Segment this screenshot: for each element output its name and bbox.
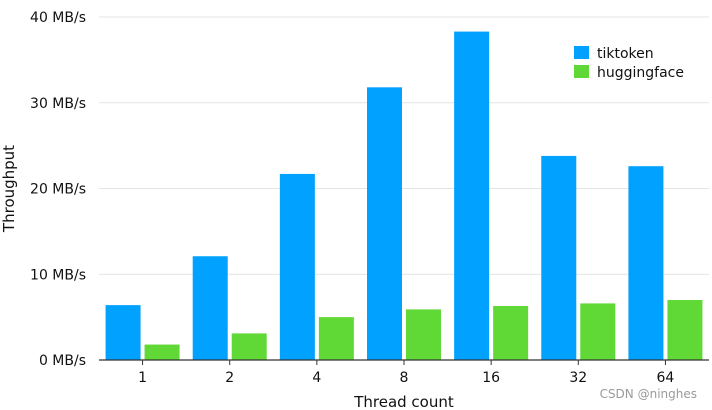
watermark-text: CSDN @ninghes bbox=[600, 387, 697, 401]
legend-swatch-huggingface bbox=[574, 65, 589, 78]
y-tick-labels: 0 MB/s 10 MB/s 20 MB/s 30 MB/s 40 MB/s bbox=[30, 10, 86, 369]
x-tick-labels: 1 2 4 8 16 32 64 bbox=[138, 370, 674, 386]
bar-tiktoken-8 bbox=[367, 87, 402, 360]
x-tick-label: 2 bbox=[225, 370, 234, 386]
y-axis-title: Throughput bbox=[0, 145, 18, 233]
bar-huggingface-4 bbox=[318, 317, 354, 360]
y-tick-label: 20 MB/s bbox=[30, 182, 86, 198]
bar-tiktoken-4 bbox=[279, 173, 315, 360]
x-tick-label: 4 bbox=[312, 370, 321, 386]
y-tick-label: 10 MB/s bbox=[30, 267, 86, 283]
y-tick-label: 0 MB/s bbox=[39, 353, 86, 369]
legend-label-tiktoken: tiktoken bbox=[597, 46, 654, 62]
y-tick-label: 40 MB/s bbox=[30, 10, 86, 26]
bar-tiktoken-2 bbox=[192, 256, 228, 360]
bar-huggingface-1 bbox=[144, 344, 180, 360]
bars bbox=[105, 31, 703, 360]
bar-huggingface-64 bbox=[667, 299, 703, 360]
x-tick-label: 32 bbox=[569, 370, 587, 386]
gridlines bbox=[99, 16, 709, 275]
bar-tiktoken-16 bbox=[454, 31, 490, 360]
x-axis-title: Thread count bbox=[353, 393, 454, 410]
bar-huggingface-8 bbox=[406, 309, 441, 360]
x-tick-label: 64 bbox=[657, 370, 675, 386]
bar-tiktoken-64 bbox=[628, 166, 664, 360]
legend: tiktoken huggingface bbox=[574, 46, 684, 81]
bar-tiktoken-32 bbox=[541, 155, 577, 360]
y-tick-label: 30 MB/s bbox=[30, 96, 86, 112]
bar-huggingface-2 bbox=[231, 333, 267, 360]
bar-huggingface-16 bbox=[493, 305, 529, 360]
legend-swatch-tiktoken bbox=[574, 46, 589, 59]
x-tick-label: 1 bbox=[138, 370, 147, 386]
x-tick-label: 16 bbox=[482, 370, 500, 386]
axes bbox=[99, 359, 709, 365]
bar-huggingface-32 bbox=[580, 303, 616, 360]
x-tick-label: 8 bbox=[400, 370, 409, 386]
bar-tiktoken-1 bbox=[105, 305, 141, 360]
legend-label-huggingface: huggingface bbox=[597, 65, 684, 81]
